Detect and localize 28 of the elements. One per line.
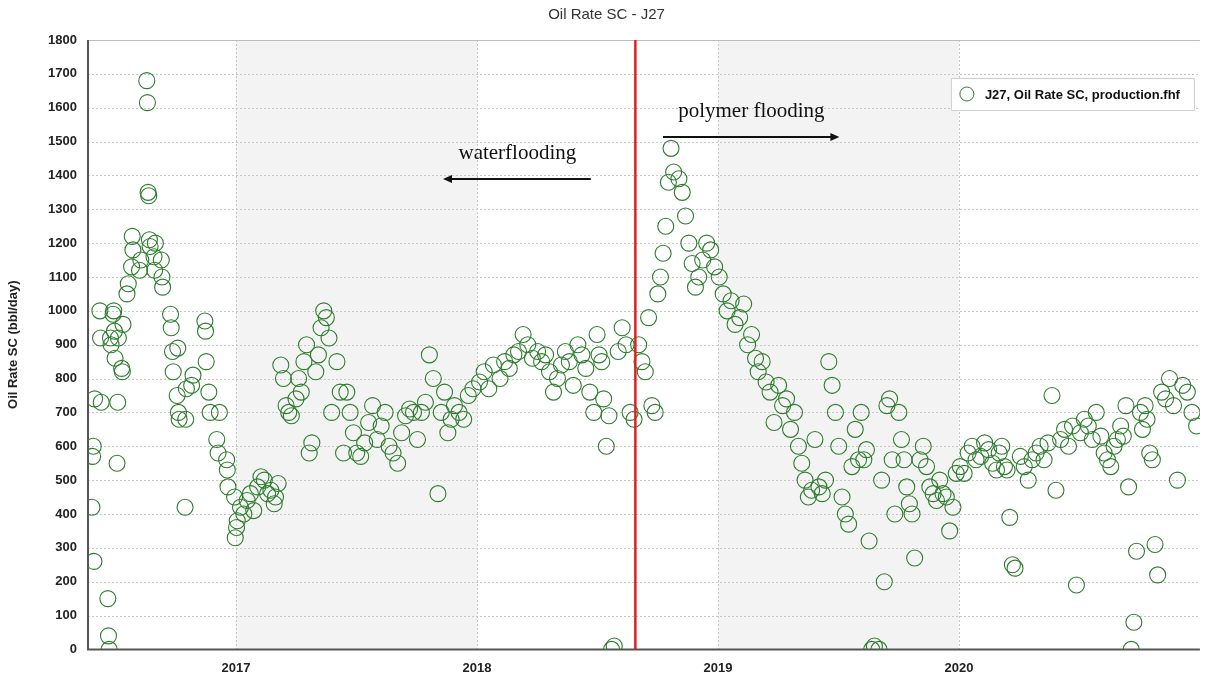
x-tick-label: 2020	[944, 659, 974, 675]
y-axis-title: Oil Rate SC (bbl/day)	[5, 280, 21, 409]
y-tick-label: 1500	[48, 133, 77, 149]
y-tick-label: 400	[55, 505, 77, 521]
y-tick-label: 1400	[48, 167, 77, 182]
y-tick-label: 1700	[48, 65, 77, 81]
y-tick-label: 900	[55, 336, 77, 352]
y-tick-label: 1000	[48, 302, 77, 318]
x-tick-label: 2018	[462, 659, 492, 675]
y-tick-label: 0	[69, 640, 77, 656]
y-tick-label: 600	[55, 437, 77, 453]
y-tick-label: 1200	[48, 234, 77, 250]
y-tick-label: 1100	[48, 268, 77, 284]
x-tick-label: 2019	[703, 659, 733, 675]
y-tick-label: 800	[55, 370, 77, 386]
y-tick-label: 1600	[48, 99, 77, 115]
y-tick-label: 100	[55, 607, 77, 623]
x-tick-label: 2017	[221, 659, 251, 675]
y-tick-label: 200	[55, 573, 77, 589]
chart-title: Oil Rate SC - J27	[548, 5, 665, 23]
y-tick-label: 1300	[48, 200, 77, 216]
y-tick-label: 500	[55, 471, 77, 487]
annotation: polymer flooding	[678, 97, 826, 122]
y-tick-label: 1800	[48, 31, 77, 47]
y-tick-label: 700	[55, 403, 77, 419]
y-tick-label: 300	[55, 539, 77, 555]
annotation: waterflooding	[458, 139, 577, 164]
legend-label: J27, Oil Rate SC, production.fhf	[984, 86, 1181, 102]
